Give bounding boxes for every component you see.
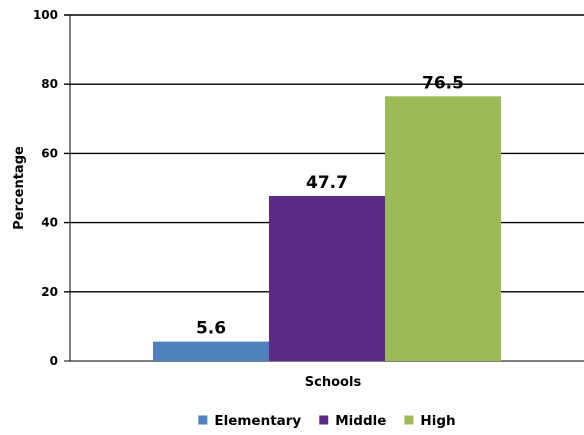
legend-label-middle: Middle xyxy=(335,413,386,429)
y-tick-label: 20 xyxy=(41,285,58,299)
legend-swatch-elementary xyxy=(198,415,208,425)
y-tick-label: 80 xyxy=(41,77,58,91)
legend-swatch-middle xyxy=(319,415,329,425)
y-tick-labels: 0 20 40 60 80 100 xyxy=(33,8,58,368)
data-label-high: 76.5 xyxy=(422,73,464,93)
data-label-elementary: 5.6 xyxy=(196,319,226,339)
legend-label-high: High xyxy=(420,413,455,429)
y-tick-label: 100 xyxy=(33,8,58,22)
data-labels: 5.6 47.7 76.5 xyxy=(196,73,464,338)
legend-swatch-high xyxy=(404,415,414,425)
x-axis-title: Schools xyxy=(305,375,362,390)
bar-high xyxy=(385,96,501,361)
y-tick-label: 0 xyxy=(50,354,58,368)
bar-elementary xyxy=(153,341,269,361)
y-tick-label: 60 xyxy=(41,146,58,160)
data-label-middle: 47.7 xyxy=(306,173,348,193)
bar-middle xyxy=(269,195,385,361)
bars xyxy=(153,96,501,361)
y-axis-title: Percentage xyxy=(12,146,27,230)
legend-label-elementary: Elementary xyxy=(214,413,301,429)
y-tick-label: 40 xyxy=(41,216,58,230)
legend: Elementary Middle High xyxy=(198,413,456,429)
